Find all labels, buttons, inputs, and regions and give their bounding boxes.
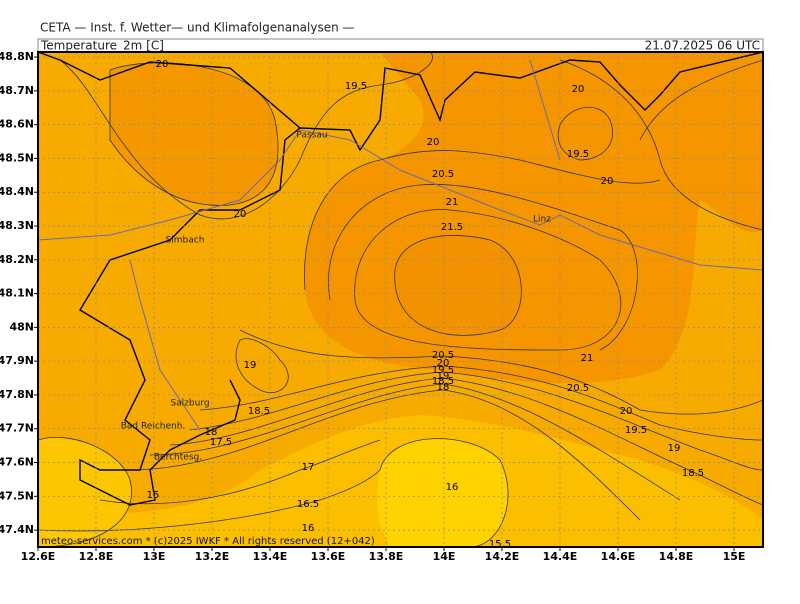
x-tick-label: 14.6E <box>601 550 636 563</box>
x-tick-label: 13.6E <box>311 550 346 563</box>
contour-label: 16.5 <box>297 499 319 510</box>
contour-label: 20 <box>572 84 585 95</box>
y-tick-label: 48N <box>9 320 34 333</box>
contour-label: 19.5 <box>432 365 454 376</box>
valid-time: 21.07.2025 06 UTC <box>645 39 760 53</box>
place-name: Linz <box>533 215 551 225</box>
contour-label: 19.5 <box>567 149 589 160</box>
x-tick-label: 15E <box>723 550 746 563</box>
contour-label: 21.5 <box>441 222 463 233</box>
cool-area <box>38 437 132 547</box>
contour-label: 19.5 <box>345 81 367 92</box>
y-tick-label: 47.4N <box>0 523 34 536</box>
x-tick-label: 13E <box>143 550 166 563</box>
variable-label: Temperature_2m [C] <box>40 39 164 53</box>
contour-label: 19.5 <box>625 425 647 436</box>
warm-area <box>394 235 522 336</box>
x-tick-label: 14E <box>433 550 456 563</box>
y-tick-label: 47.7N <box>0 422 34 435</box>
contour-label: 19 <box>437 371 450 382</box>
contour-label: 17 <box>302 462 315 473</box>
contour-label: 18.5 <box>432 376 454 387</box>
warm-area <box>110 62 278 206</box>
contour-label: 15 <box>147 490 160 501</box>
y-tick-label: 48.4N <box>0 185 34 198</box>
x-tick-label: 13.2E <box>195 550 230 563</box>
y-tick-label: 47.5N <box>0 489 34 502</box>
header-title: CETA — Inst. f. Wetter— und Klimafolgena… <box>40 21 355 35</box>
y-tick-label: 48.3N <box>0 219 34 232</box>
y-tick-label: 48.1N <box>0 287 34 300</box>
footer: meteo-services.com * (c)2025 IWKF * All … <box>41 536 375 547</box>
contour-label: 18.5 <box>682 468 704 479</box>
contour-label: 19 <box>668 443 681 454</box>
contour-label: 20 <box>601 176 614 187</box>
x-tick-label: 13.8E <box>369 550 404 563</box>
contour-label: 18 <box>205 427 218 438</box>
y-tick-label: 48.7N <box>0 84 34 97</box>
contour-label: 21 <box>446 197 459 208</box>
y-tick-label: 48.5N <box>0 151 34 164</box>
isotherms <box>38 52 763 547</box>
frame <box>37 51 764 548</box>
y-tick-label: 47.8N <box>0 388 34 401</box>
contour-label: 16 <box>302 523 315 534</box>
x-tick-label: 14.2E <box>485 550 520 563</box>
contour-label: 20 <box>156 59 169 70</box>
places: Passau Simbach Linz Salzburg Bad Reichenh. Be… <box>121 131 552 463</box>
axes: 12.6E 12.8E 13E 13.2E 13.4E 13.6E 13.8E 14E 14.2… <box>0 50 745 563</box>
contour-label: 20.5 <box>567 383 589 394</box>
x-tick-label: 14.8E <box>659 550 694 563</box>
place-name: Simbach <box>166 236 205 246</box>
cool-area <box>377 438 509 547</box>
contour-label: 20 <box>620 406 633 417</box>
place-name: Salzburg <box>170 399 209 409</box>
contour-label: 18 <box>437 382 450 393</box>
place-name: Passau <box>296 131 327 141</box>
contour-label: 17.5 <box>210 437 232 448</box>
x-tick-label: 12.8E <box>79 550 114 563</box>
y-tick-label: 48.6N <box>0 118 34 131</box>
rivers <box>38 59 763 431</box>
x-tick-label: 14.4E <box>543 550 578 563</box>
y-tick-label: 48.2N <box>0 253 34 266</box>
contour-label: 20 <box>437 358 450 369</box>
contour-label: 15.5 <box>489 539 511 550</box>
x-tick-label: 13.4E <box>253 550 288 563</box>
contour-label: 18.5 <box>248 406 270 417</box>
graticule <box>38 52 763 547</box>
place-name: Bad Reichenh. <box>121 422 186 432</box>
x-tick-label: 12.6E <box>21 550 56 563</box>
contour-label: 16 <box>446 482 459 493</box>
contour-label: 19 <box>244 360 257 371</box>
y-tick-label: 48.8N <box>0 50 34 63</box>
place-name: Berchtesg. <box>154 453 202 463</box>
y-tick-label: 47.6N <box>0 456 34 469</box>
borders <box>38 52 763 506</box>
contour-label: 20.5 <box>432 169 454 180</box>
contour-label: 20 <box>427 137 440 148</box>
contour-label: 21 <box>581 353 594 364</box>
contour-label: 20.5 <box>432 350 454 361</box>
y-tick-label: 47.9N <box>0 354 34 367</box>
contour-label: 20 <box>234 209 247 220</box>
